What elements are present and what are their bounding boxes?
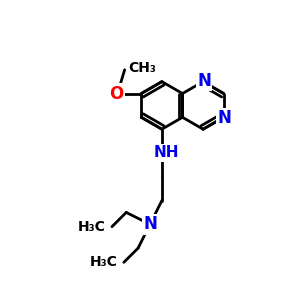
Text: H₃C: H₃C <box>78 220 106 234</box>
Text: O: O <box>110 85 124 103</box>
Text: N: N <box>143 215 157 233</box>
Text: N: N <box>218 109 232 127</box>
Text: NH: NH <box>154 146 180 160</box>
Text: H₃C: H₃C <box>90 255 118 269</box>
Text: N: N <box>197 72 211 90</box>
Text: CH₃: CH₃ <box>129 61 157 75</box>
